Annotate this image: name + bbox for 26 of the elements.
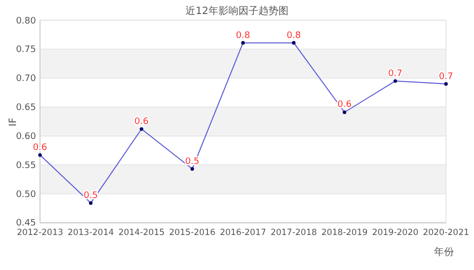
data-label: 0.6 [32, 143, 48, 154]
y-tick-label: 0.75 [16, 45, 36, 56]
x-tick-label: 2014-2015 [118, 228, 165, 238]
data-label: 0.8 [236, 30, 250, 41]
data-label: 0.8 [286, 30, 302, 41]
x-tick-label: 2017-2018 [270, 228, 317, 238]
y-tick-label: 0.60 [16, 132, 36, 142]
x-tick-label: 2015-2016 [169, 228, 216, 238]
data-label: 0.7 [388, 69, 402, 80]
y-tick-label: 0.65 [16, 103, 36, 114]
chart-title: 近12年影响因子趋势图 [186, 5, 288, 17]
x-tick-label: 2013-2014 [68, 228, 114, 238]
x-tick-label: 2019-2020 [372, 228, 418, 238]
y-axis-title: IF [8, 117, 19, 126]
y-tick-label: 0.50 [16, 190, 36, 200]
x-tick-label: 2016-2017 [220, 228, 266, 238]
data-label: 0.7 [438, 72, 454, 82]
y-tick-label: 0.80 [16, 16, 36, 26]
x-tick-label: 2018-2019 [321, 228, 368, 238]
data-label: 0.6 [134, 117, 149, 128]
y-tick-label: 0.55 [16, 160, 36, 171]
y-tick-label: 0.70 [16, 74, 36, 84]
x-tick-label: 2012-2013 [16, 228, 64, 238]
x-axis-title: 年份 [434, 246, 454, 258]
y-tick-label: 0.45 [16, 218, 36, 229]
x-tick-label: 2020-2021 [422, 228, 470, 238]
